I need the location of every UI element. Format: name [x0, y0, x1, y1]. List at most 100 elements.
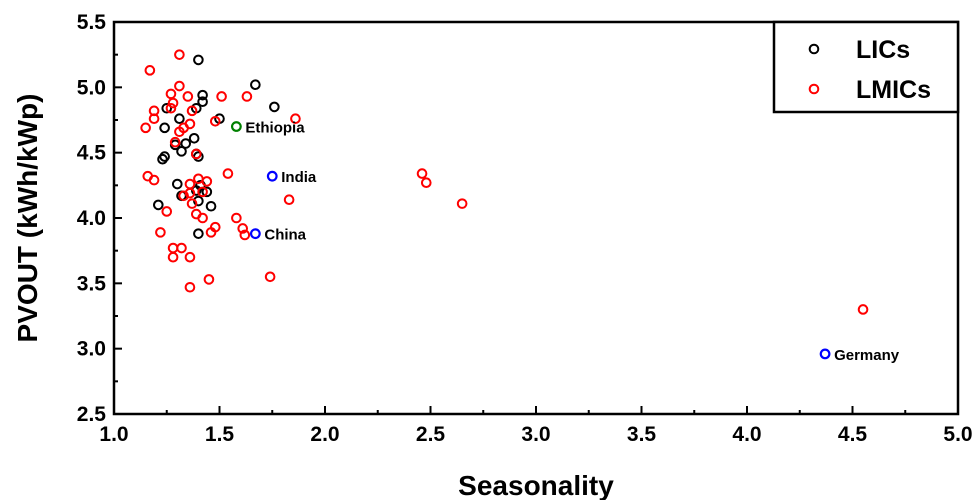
point-lmics: [231, 212, 242, 224]
legend-label-lics: LICs: [856, 36, 910, 64]
x-tick-label: 1.0: [99, 423, 128, 446]
point-lmics: [184, 118, 196, 130]
point-lics: [153, 199, 164, 211]
point-lmics: [182, 91, 194, 102]
y-tick-label: 4.0: [77, 207, 106, 230]
point-germany: [819, 348, 831, 360]
point-lics: [193, 151, 204, 162]
y-tick-label: 4.5: [77, 142, 107, 165]
x-tick-label: 2.0: [310, 423, 339, 446]
point-lmics: [184, 187, 196, 199]
point-lics: [193, 54, 204, 66]
point-lmics: [190, 148, 202, 160]
point-lics: [176, 146, 187, 157]
annotation-label-india: India: [281, 169, 317, 186]
point-lmics: [167, 242, 179, 254]
y-tick-label: 3.5: [77, 272, 107, 295]
point-lmics: [178, 190, 189, 202]
point-lmics: [174, 49, 185, 60]
y-tick-label: 5.0: [77, 76, 106, 99]
point-lmics: [239, 229, 251, 241]
point-lics: [188, 132, 200, 144]
point-lmics: [184, 178, 196, 190]
point-china: [249, 228, 261, 240]
point-lmics: [197, 186, 208, 198]
annotation-label-ethiopia: Ethiopia: [245, 120, 305, 137]
point-lmics: [222, 168, 234, 179]
y-tick-label: 5.5: [77, 11, 107, 34]
legend: LICs LMICs: [772, 20, 960, 114]
point-lics: [190, 185, 202, 196]
point-lmics: [184, 251, 196, 263]
point-lics: [159, 151, 170, 162]
y-tick-label: 3.0: [77, 338, 106, 361]
point-lmics: [174, 126, 185, 138]
annotation-label-germany: Germany: [834, 347, 900, 364]
annotations: Ethiopia India China Germany: [230, 120, 900, 364]
point-lics: [201, 186, 213, 198]
y-axis-title: PVOUT (kWh/kWp): [12, 94, 43, 343]
point-lics: [161, 102, 173, 114]
x-tick-label: 3.0: [521, 423, 550, 446]
point-lics: [193, 195, 204, 207]
point-lmics: [165, 88, 177, 100]
plot-frame: [112, 20, 960, 416]
point-lmics: [144, 65, 156, 76]
point-lics: [157, 153, 168, 165]
point-lics: [180, 138, 192, 149]
x-axis-title: Seasonality: [458, 470, 614, 500]
point-lmics: [161, 206, 173, 217]
point-lmics: [167, 251, 179, 263]
point-lmics: [203, 274, 215, 285]
point-lmics: [169, 136, 181, 148]
point-lmics: [456, 198, 468, 209]
point-lics: [193, 228, 204, 239]
point-lmics: [140, 122, 151, 134]
point-lmics: [237, 223, 249, 234]
annotation-label-china: China: [264, 227, 306, 244]
point-lmics: [283, 194, 295, 206]
point-lics: [159, 122, 170, 134]
point-lmics: [184, 281, 196, 293]
data-points: [140, 49, 869, 315]
point-ethiopia: [230, 121, 242, 132]
point-lmics: [174, 80, 185, 92]
point-lmics: [264, 271, 276, 283]
point-lmics: [186, 105, 198, 117]
x-tick-label: 4.5: [838, 423, 868, 446]
point-lmics: [209, 221, 221, 233]
point-lmics: [416, 168, 428, 179]
point-lics: [197, 96, 208, 108]
point-lmics: [201, 176, 213, 187]
point-lics: [269, 101, 280, 113]
y-tick-label: 2.5: [77, 403, 107, 426]
point-lmics: [148, 113, 160, 124]
x-tick-label: 2.5: [416, 423, 446, 446]
legend-marker-lics: [808, 43, 820, 55]
x-tick-label: 5.0: [943, 423, 972, 446]
point-lmics: [209, 116, 221, 127]
legend-marker-lmics: [808, 83, 820, 95]
point-lmics: [420, 177, 432, 189]
axis-ticks: 1.0 1.5 2.0 2.5 3.0 3.5 4.0 4.5 5.0 2.5 3.0 3.5 4.0 4…: [77, 11, 973, 446]
point-lmics: [290, 113, 301, 124]
x-tick-label: 3.5: [627, 423, 657, 446]
point-lics: [205, 200, 217, 212]
point-lics: [172, 178, 183, 190]
point-lmics: [197, 212, 208, 224]
point-lics: [197, 89, 208, 101]
point-lics: [250, 79, 261, 91]
point-lmics: [186, 198, 198, 209]
x-tick-label: 4.0: [732, 423, 761, 446]
point-lmics: [216, 91, 227, 102]
legend-box: [772, 20, 960, 114]
legend-label-lmics: LMICs: [856, 76, 931, 104]
point-lics: [174, 113, 185, 124]
x-tick-label: 1.5: [205, 423, 235, 446]
point-lmics: [165, 102, 177, 114]
point-lmics: [241, 91, 253, 102]
point-lmics: [167, 97, 179, 109]
point-lmics: [148, 174, 160, 186]
point-lmics: [176, 242, 187, 254]
